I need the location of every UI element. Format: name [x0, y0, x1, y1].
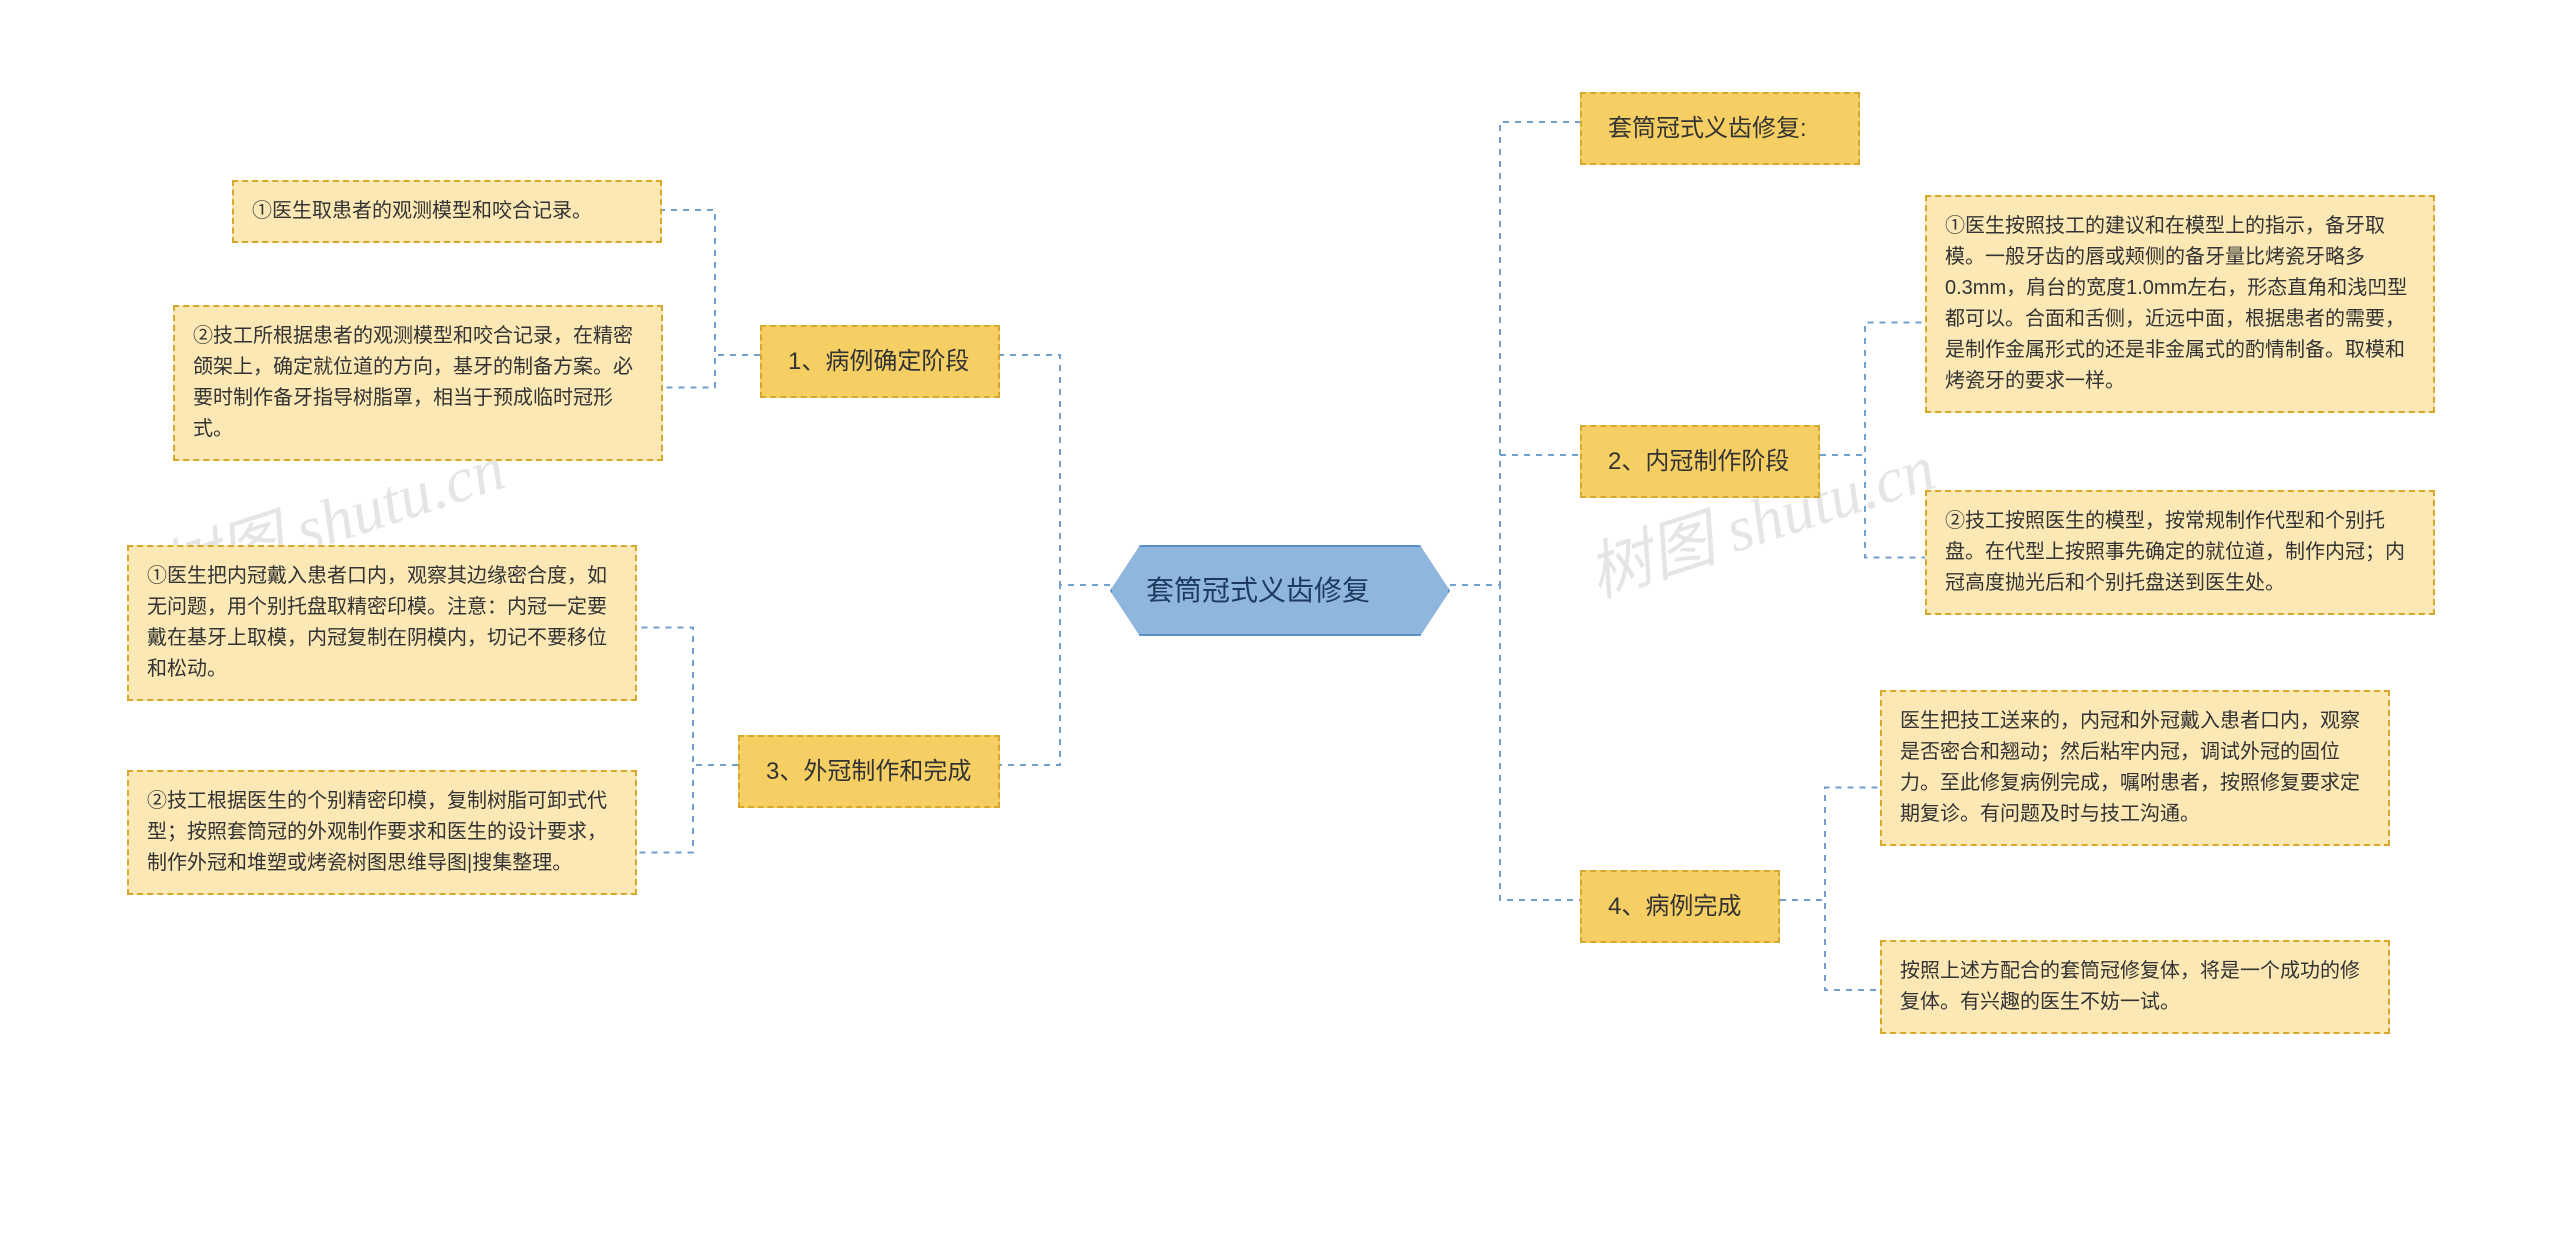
- leaf-2-2: ②技工按照医生的模型，按常规制作代型和个别托盘。在代型上按照事先确定的就位道，制…: [1925, 490, 2435, 615]
- branch-stage-2: 2、内冠制作阶段: [1580, 425, 1820, 498]
- branch-stage-1: 1、病例确定阶段: [760, 325, 1000, 398]
- leaf-1-2: ②技工所根据患者的观测模型和咬合记录，在精密颌架上，确定就位道的方向，基牙的制备…: [173, 305, 663, 461]
- branch-stage-4: 4、病例完成: [1580, 870, 1780, 943]
- leaf-4-2: 按照上述方配合的套筒冠修复体，将是一个成功的修复体。有兴趣的医生不妨一试。: [1880, 940, 2390, 1034]
- branch-stage-3: 3、外冠制作和完成: [738, 735, 1000, 808]
- leaf-3-2: ②技工根据医生的个别精密印模，复制树脂可卸式代型；按照套筒冠的外观制作要求和医生…: [127, 770, 637, 895]
- branch-intro: 套筒冠式义齿修复:: [1580, 92, 1860, 165]
- root-node: 套筒冠式义齿修复: [1110, 545, 1450, 636]
- leaf-2-1: ①医生按照技工的建议和在模型上的指示，备牙取模。一般牙齿的唇或颊侧的备牙量比烤瓷…: [1925, 195, 2435, 413]
- leaf-4-1: 医生把技工送来的，内冠和外冠戴入患者口内，观察是否密合和翘动；然后粘牢内冠，调试…: [1880, 690, 2390, 846]
- leaf-1-1: ①医生取患者的观测模型和咬合记录。: [232, 180, 662, 243]
- leaf-3-1: ①医生把内冠戴入患者口内，观察其边缘密合度，如无问题，用个别托盘取精密印模。注意…: [127, 545, 637, 701]
